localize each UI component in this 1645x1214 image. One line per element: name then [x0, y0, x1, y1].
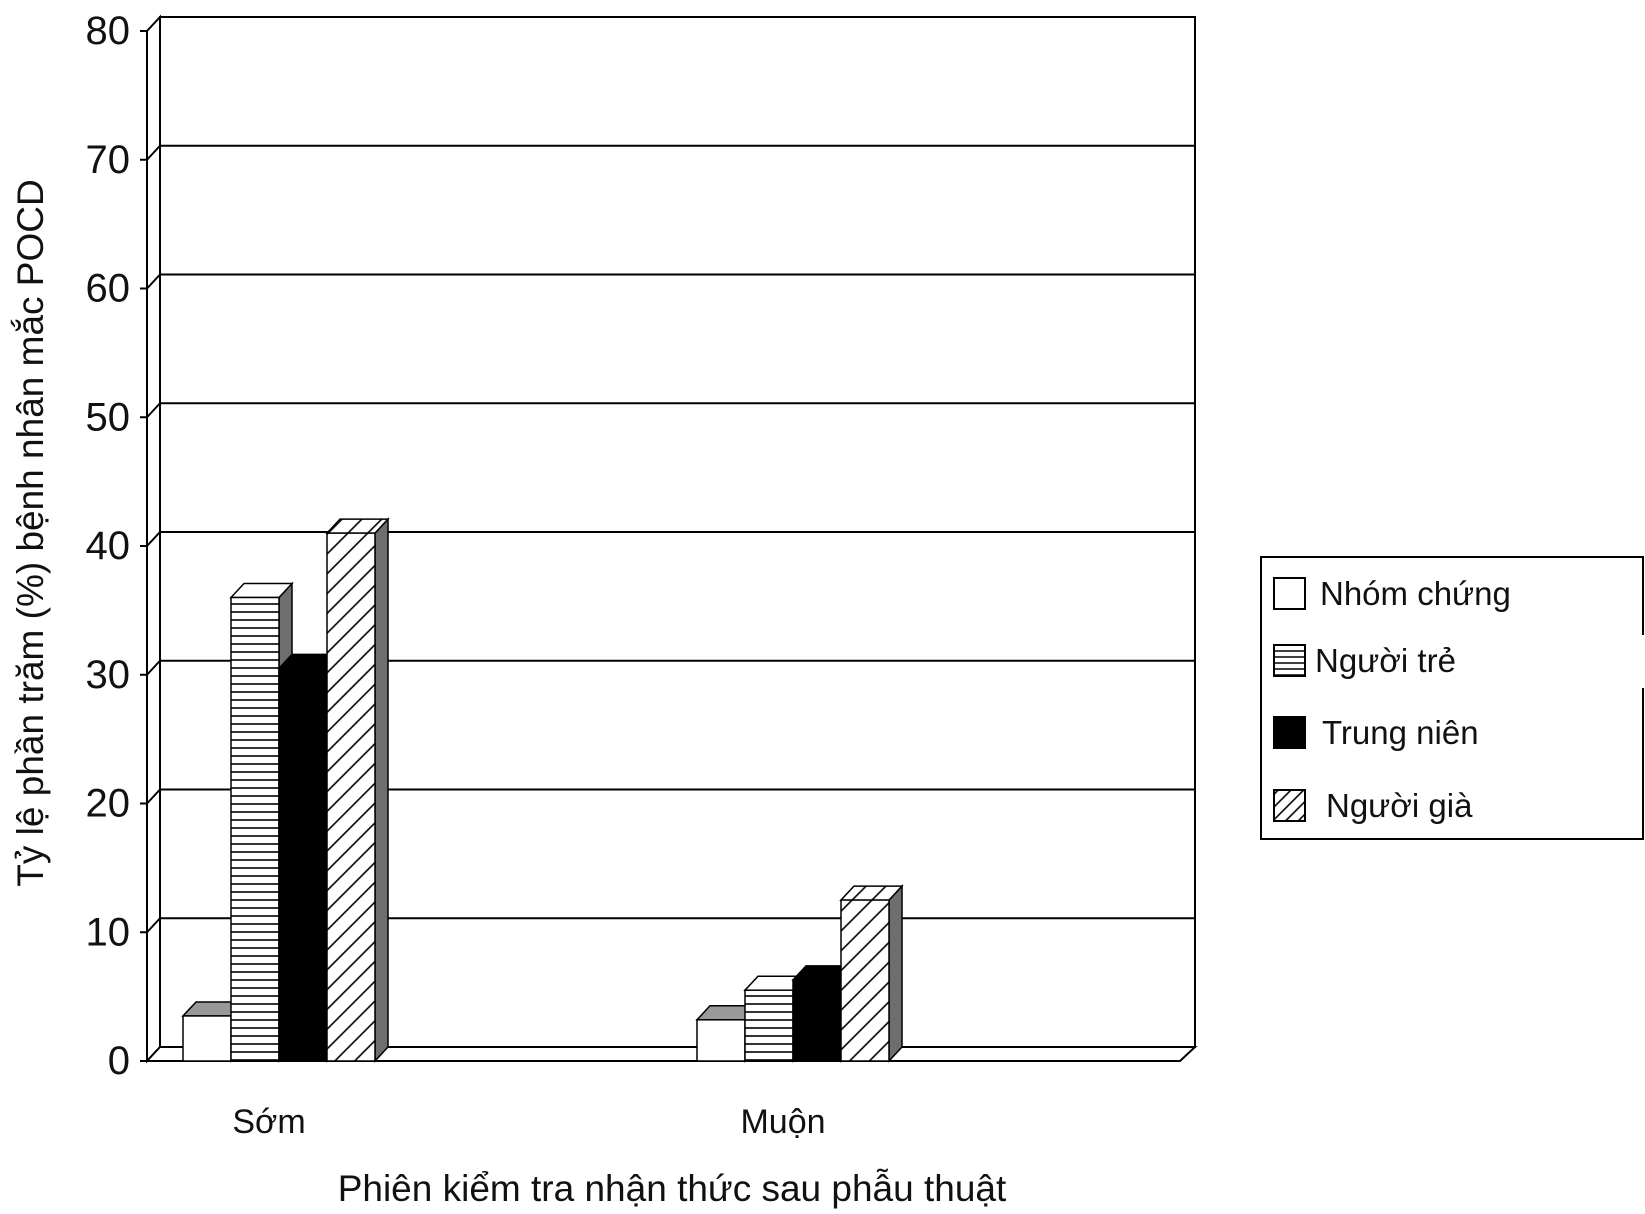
y-tick-label: 70 [86, 138, 131, 182]
bar-front [182, 1015, 232, 1062]
gridline-side [146, 660, 161, 676]
legend-label: Trung niên [1322, 714, 1479, 751]
bar [325, 517, 390, 1063]
y-tick-label: 40 [86, 524, 131, 568]
bar-front [278, 667, 328, 1062]
gridline-side [146, 788, 161, 805]
y-tick-label: 0 [108, 1039, 130, 1083]
bar-front [230, 596, 280, 1062]
y-tick-label: 50 [86, 395, 131, 439]
gridline-side [146, 145, 161, 161]
y-tick-label: 80 [86, 9, 131, 53]
bar-front [840, 899, 890, 1062]
bar [839, 884, 904, 1063]
bar-front [696, 1019, 746, 1062]
x-axis: Sớm Muộn [232, 1103, 825, 1141]
x-tick-label: Sớm [232, 1103, 305, 1141]
legend-label: Nhóm chứng [1320, 575, 1511, 612]
legend-item: Nhóm chứng [1273, 575, 1511, 612]
legend-swatch [1273, 716, 1306, 749]
y-tick-label: 60 [86, 267, 131, 311]
legend-swatch [1273, 577, 1306, 610]
x-tick-label: Muộn [740, 1103, 825, 1141]
legend-item: Người trẻ [1273, 642, 1456, 679]
legend: Nhóm chứng Người trẻ Trung niên Người già [1260, 556, 1644, 840]
bar-front [792, 979, 842, 1062]
bar-side [888, 884, 903, 1063]
legend-swatch [1273, 789, 1306, 822]
gridline-side [146, 917, 161, 933]
gridline-side [146, 402, 161, 418]
legend-box [1260, 556, 1644, 840]
gridline-side [146, 531, 161, 547]
legend-label: Người trẻ [1315, 642, 1456, 679]
y-tick-label: 30 [86, 653, 131, 697]
legend-label: Người già [1326, 787, 1473, 824]
y-axis: 0 10 20 30 40 50 60 70 80 [86, 9, 147, 1083]
legend-swatch [1273, 644, 1306, 677]
y-axis-title: Tỷ lệ phần trăm (%) bệnh nhân mắc POCD [10, 179, 51, 886]
y-tick-label: 10 [86, 910, 131, 954]
gridline-side [146, 273, 161, 290]
legend-item: Người già [1273, 787, 1473, 824]
x-axis-title: Phiên kiểm tra nhận thức sau phẫu thuật [338, 1168, 1007, 1209]
legend-item: Trung niên [1273, 714, 1479, 751]
y-tick-label: 20 [86, 782, 131, 826]
bars [181, 517, 904, 1063]
bar-front [744, 989, 794, 1062]
bar-side [374, 517, 389, 1063]
bar-front [326, 532, 376, 1062]
